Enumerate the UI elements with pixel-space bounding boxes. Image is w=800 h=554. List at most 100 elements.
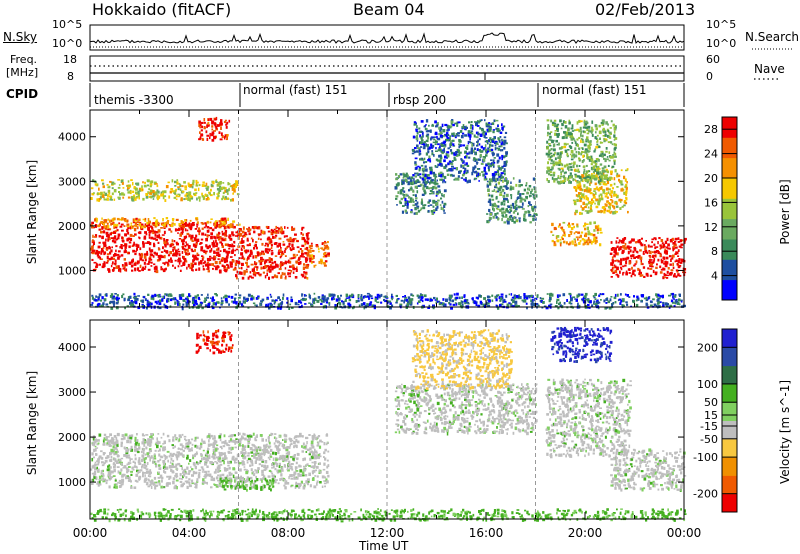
data-cell xyxy=(502,170,506,172)
data-cell xyxy=(183,198,186,201)
data-cell xyxy=(173,240,176,243)
data-cell xyxy=(164,224,168,228)
data-cell xyxy=(288,272,292,275)
data-cell xyxy=(224,294,227,298)
data-cell xyxy=(128,245,131,249)
data-cell xyxy=(497,125,499,127)
data-cell xyxy=(284,255,287,257)
data-cell xyxy=(216,265,220,269)
data-cell xyxy=(652,261,655,264)
data-cell xyxy=(112,261,114,264)
data-cell xyxy=(275,226,279,229)
data-cell xyxy=(98,263,101,266)
data-cell xyxy=(113,262,116,265)
data-cell xyxy=(277,251,280,255)
data-cell xyxy=(154,220,158,223)
data-cell xyxy=(491,152,495,154)
data-cell xyxy=(125,268,128,272)
data-cell xyxy=(427,210,430,213)
data-cell xyxy=(581,138,583,140)
data-cell xyxy=(595,186,598,190)
data-cell xyxy=(127,296,130,299)
data-cell xyxy=(105,226,108,231)
data-cell xyxy=(417,147,420,150)
data-cell xyxy=(576,184,580,188)
data-cell xyxy=(367,303,371,307)
data-cell xyxy=(133,227,137,232)
data-cell xyxy=(135,298,139,301)
data-cell xyxy=(138,218,141,221)
data-cell xyxy=(635,303,639,307)
data-cell xyxy=(224,229,228,233)
data-cell xyxy=(261,260,264,262)
data-cell xyxy=(550,148,553,151)
data-cell xyxy=(213,135,216,140)
data-cell xyxy=(419,150,422,153)
data-cell xyxy=(202,268,205,271)
data-cell xyxy=(496,186,498,189)
data-cell xyxy=(195,302,198,306)
data-cell xyxy=(261,230,265,234)
data-cell xyxy=(613,205,616,209)
data-cell xyxy=(474,165,477,169)
data-cell xyxy=(550,152,553,155)
data-cell xyxy=(640,243,644,247)
data-cell xyxy=(539,297,542,300)
data-cell xyxy=(569,241,572,245)
data-cell xyxy=(547,153,551,156)
data-cell xyxy=(489,178,493,181)
data-cell xyxy=(142,218,146,221)
data-cell xyxy=(199,136,202,139)
data-cell xyxy=(414,194,417,197)
data-cell xyxy=(571,124,574,128)
data-cell xyxy=(480,119,483,121)
data-cell xyxy=(241,255,244,259)
data-cell xyxy=(562,180,564,183)
data-cell xyxy=(132,296,136,299)
data-cell xyxy=(428,155,431,159)
data-cell xyxy=(599,187,602,190)
data-cell xyxy=(492,159,495,163)
data-cell xyxy=(483,168,486,172)
data-cell xyxy=(674,253,677,255)
data-cell xyxy=(357,299,360,303)
data-cell xyxy=(209,132,211,137)
data-cell xyxy=(179,188,182,191)
data-cell xyxy=(596,169,600,172)
data-cell xyxy=(677,273,680,277)
data-cell xyxy=(284,260,287,264)
data-cell xyxy=(285,235,288,238)
data-cell xyxy=(531,215,534,218)
data-cell xyxy=(577,293,581,296)
data-cell xyxy=(435,166,439,168)
data-cell xyxy=(463,295,466,298)
data-cell xyxy=(429,193,432,195)
data-cell xyxy=(186,299,189,301)
scatter-region xyxy=(90,292,686,311)
data-cell xyxy=(515,204,518,207)
data-cell xyxy=(106,248,108,251)
data-cell xyxy=(502,155,505,159)
data-cell xyxy=(204,251,207,255)
data-cell xyxy=(622,272,624,276)
data-cell xyxy=(501,217,503,222)
data-cell xyxy=(214,221,216,224)
data-cell xyxy=(683,304,686,308)
data-cell xyxy=(657,302,660,305)
data-cell xyxy=(360,303,364,307)
data-cell xyxy=(500,149,502,152)
data-cell xyxy=(104,264,106,268)
data-cell xyxy=(592,200,595,204)
data-cell xyxy=(184,188,187,191)
data-cell xyxy=(221,233,225,236)
data-cell xyxy=(425,152,428,156)
data-cell xyxy=(176,181,179,185)
data-cell xyxy=(589,207,592,211)
data-cell xyxy=(277,303,280,307)
data-cell xyxy=(395,294,398,297)
data-cell xyxy=(619,293,622,296)
data-cell xyxy=(486,140,489,143)
data-cell xyxy=(604,181,606,184)
data-cell xyxy=(273,231,276,234)
data-cell xyxy=(195,182,198,185)
